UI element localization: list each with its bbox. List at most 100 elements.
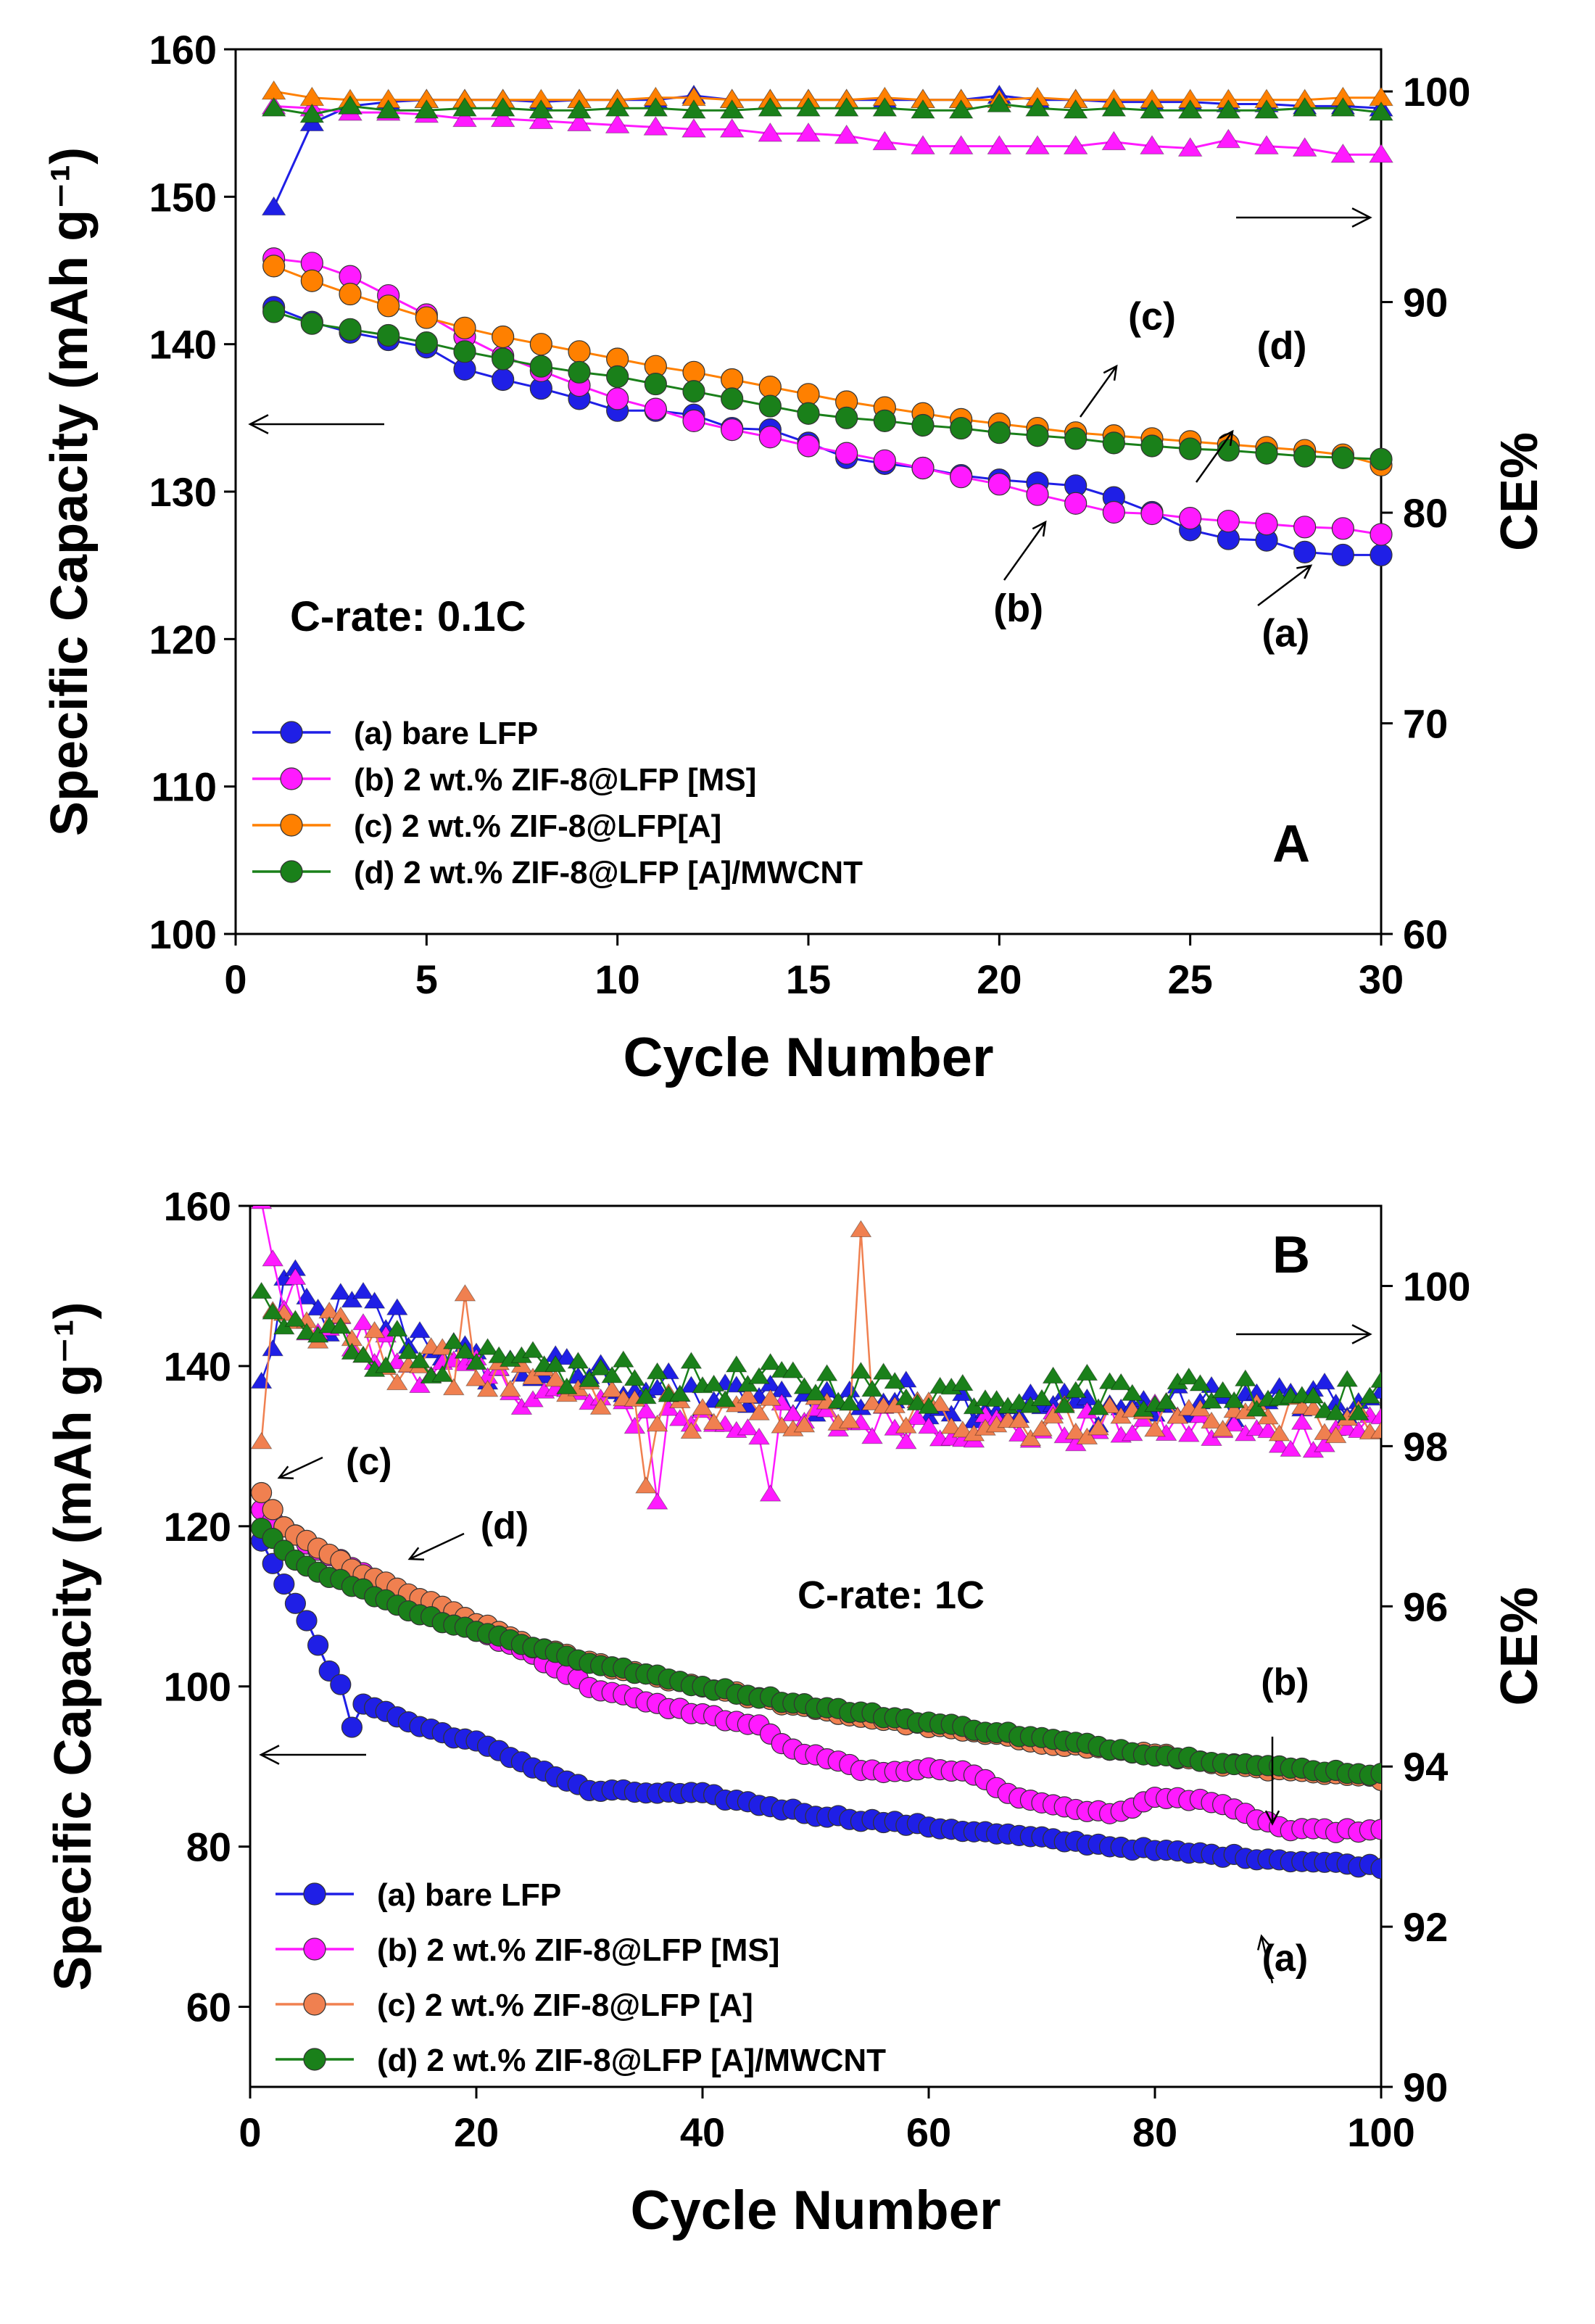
- x-tick-label: 20: [454, 2109, 499, 2155]
- y-tick-label: 120: [149, 616, 217, 662]
- capacity-point: [377, 294, 400, 318]
- ce-point: [522, 1390, 544, 1407]
- y-tick-label: 60: [186, 1985, 231, 2030]
- ce-point: [1234, 1369, 1256, 1386]
- ce-point: [872, 1362, 895, 1380]
- ce-point: [850, 1361, 872, 1379]
- ce-point: [341, 1342, 363, 1360]
- ce-point: [1223, 1391, 1246, 1408]
- ce-point: [1302, 1386, 1325, 1404]
- legend-marker: [303, 1882, 326, 1906]
- legend-entry: (b) 2 wt.% ZIF-8@LFP [MS]: [354, 762, 756, 798]
- panel-a: 0 5 10 15 20 25 30 100 110 120 130 140 150 160 60 70 80 9…: [41, 27, 1549, 1088]
- capacity-point: [1370, 1858, 1381, 1880]
- ce-point: [668, 1409, 691, 1426]
- ce-point: [338, 95, 362, 115]
- curve-label: (b): [993, 587, 1043, 630]
- ce-point: [719, 118, 745, 138]
- capacity-point: [682, 380, 705, 403]
- capacity-point: [300, 269, 323, 292]
- ce-point: [567, 112, 592, 131]
- ce-point: [624, 1416, 646, 1434]
- ce-line: [273, 104, 1381, 156]
- ce-point: [895, 1416, 917, 1434]
- ce-point: [431, 1365, 454, 1382]
- ce-point: [555, 1377, 578, 1394]
- y-tick-label: 130: [149, 469, 217, 515]
- capacity-point: [1064, 427, 1088, 450]
- ce-point: [352, 1345, 374, 1363]
- ce-point: [1008, 1393, 1030, 1410]
- ce-point: [748, 1403, 770, 1421]
- curve-c-arrow-head: [1103, 364, 1118, 381]
- ce-point: [1370, 1381, 1381, 1399]
- capacity-point: [758, 426, 782, 449]
- ce-point: [1008, 1424, 1030, 1442]
- capacity-point: [1331, 543, 1354, 567]
- ce-point: [1370, 1421, 1381, 1439]
- capacity-point: [835, 406, 858, 429]
- capacity-point: [284, 1592, 306, 1614]
- ce-point: [284, 1310, 307, 1327]
- capacity-point: [1102, 431, 1125, 455]
- curve-a-arrow-head: [1256, 1934, 1272, 1951]
- capacity-point: [911, 413, 935, 437]
- capacity-point: [911, 456, 935, 480]
- y2-tick-label: 100: [1403, 1263, 1470, 1309]
- y-tick-label: 100: [164, 1664, 231, 1710]
- ce-point: [1223, 1414, 1246, 1432]
- ce-point: [703, 1374, 725, 1392]
- c-rate-annotation: C-rate: 0.1C: [290, 593, 526, 640]
- ce-point: [1216, 99, 1241, 119]
- capacity-point: [1370, 447, 1393, 471]
- ce-point: [612, 1350, 634, 1368]
- capacity-point: [758, 376, 782, 399]
- ce-point: [605, 114, 630, 133]
- capacity-point: [682, 360, 705, 384]
- ce-point: [363, 1291, 386, 1309]
- ce-point: [1325, 1426, 1347, 1444]
- ce-point: [1216, 128, 1241, 149]
- ce-point: [1177, 99, 1203, 119]
- capacity-point: [339, 318, 362, 341]
- ce-point: [646, 1362, 668, 1380]
- ce-point: [682, 118, 706, 138]
- ce-point: [1063, 135, 1088, 154]
- ce-point: [488, 1346, 510, 1363]
- capacity-point: [1293, 516, 1317, 539]
- capacity-point: [262, 300, 286, 323]
- y-axis-title: Specific Capacity (mAh g⁻¹): [41, 147, 99, 836]
- legend-marker: [303, 1993, 326, 2016]
- legend-entry: (a) bare LFP: [377, 1877, 561, 1913]
- curve-d-arrow-shaft: [1195, 431, 1234, 483]
- capacity-point: [1179, 437, 1202, 460]
- ce-point: [1076, 1363, 1098, 1381]
- ce-point: [1110, 1373, 1132, 1391]
- ce-point: [782, 1361, 804, 1378]
- y2-tick-label: 92: [1403, 1904, 1448, 1950]
- legend-marker: [280, 721, 303, 744]
- capacity-line: [273, 257, 1382, 536]
- ce-point: [1019, 1428, 1042, 1447]
- ce-point: [1370, 1407, 1381, 1425]
- capacity-point: [1370, 543, 1393, 567]
- curve-label: (d): [481, 1505, 529, 1547]
- ce-point: [861, 1393, 883, 1410]
- ce-point: [1031, 1389, 1053, 1406]
- ce-point: [490, 97, 515, 117]
- x-tick-label: 0: [224, 956, 246, 1002]
- capacity-line: [273, 265, 1382, 466]
- ce-point: [646, 1414, 668, 1432]
- capacity-point: [273, 1573, 295, 1595]
- ce-point: [1314, 1372, 1335, 1390]
- ce-point: [680, 1352, 703, 1369]
- ce-point: [624, 1368, 646, 1386]
- ce-point: [1314, 1423, 1335, 1440]
- ce-point: [635, 1476, 657, 1494]
- ce-point: [262, 1249, 284, 1267]
- legend-marker: [280, 860, 303, 883]
- right-axis-arrow-head: [1351, 207, 1372, 228]
- ce-point: [452, 97, 477, 117]
- ce-point: [861, 1426, 883, 1444]
- ce-point: [1292, 137, 1317, 157]
